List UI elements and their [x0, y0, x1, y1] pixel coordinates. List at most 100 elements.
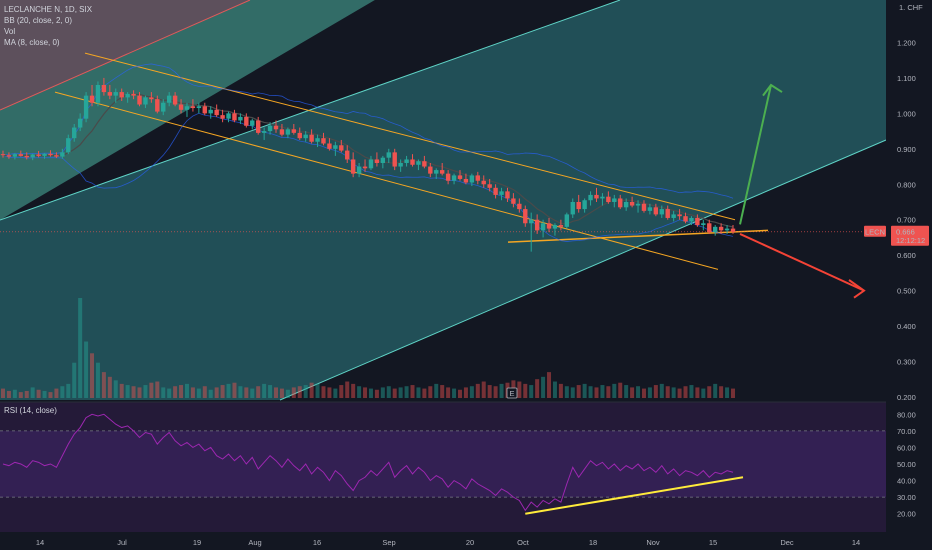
time-tick: 18: [589, 538, 597, 547]
volume-bar: [552, 381, 557, 398]
candle-body: [238, 116, 243, 121]
time-tick: Aug: [248, 538, 261, 547]
volume-bar: [107, 376, 112, 398]
candle-body: [6, 155, 12, 157]
time-tick: 15: [709, 538, 717, 547]
volume-bar: [457, 389, 462, 398]
candle-body: [232, 113, 237, 121]
price-tick: 0.500: [897, 287, 916, 296]
candle-body: [582, 200, 587, 210]
candle-body: [600, 196, 605, 199]
volume-bar: [588, 386, 593, 398]
candle-body: [95, 85, 101, 103]
volume-bar: [363, 387, 368, 398]
channel-top-line: [0, 0, 251, 111]
time-tick: Dec: [780, 538, 794, 547]
candle-body: [707, 223, 712, 233]
candle-body: [499, 191, 504, 195]
candle-body: [683, 216, 688, 222]
legend-symbol: LECLANCHE N, 1D, SIX: [4, 5, 93, 14]
earnings-marker-box: [506, 387, 518, 399]
volume-bar: [125, 385, 130, 398]
legend-ma: MA (8, close, 0): [4, 38, 60, 47]
volume-bar: [499, 383, 504, 398]
candle-body: [30, 154, 35, 158]
arrow-down-shaft: [739, 232, 865, 292]
volume-bar: [452, 388, 457, 398]
candle-body: [671, 214, 676, 218]
volume-bar: [463, 387, 468, 398]
volume-bar: [167, 388, 172, 398]
volume-bar: [220, 385, 225, 398]
volume-bar: [137, 387, 142, 398]
candle-body: [143, 97, 148, 105]
volume-bar: [582, 383, 587, 398]
candle-body: [155, 99, 160, 112]
candle-body: [149, 97, 154, 100]
channel-mid-line: [0, 0, 621, 221]
volume-bar: [309, 382, 314, 398]
volume-bar: [600, 385, 605, 398]
candle-body: [689, 217, 694, 222]
candle-body: [350, 159, 356, 174]
time-tick: Sep: [382, 538, 395, 547]
candle-body: [398, 163, 403, 167]
candle-body: [12, 154, 18, 157]
volume-bar: [618, 382, 623, 398]
candle-body: [546, 223, 552, 229]
time-tick: 19: [193, 538, 201, 547]
volume-bar: [333, 388, 338, 398]
candle-body: [534, 219, 540, 231]
volume-bar: [719, 386, 724, 398]
candle-body: [641, 203, 647, 211]
candle-body: [665, 209, 670, 218]
volume-bar: [291, 387, 296, 398]
volume-bar: [66, 383, 71, 398]
candle-body: [422, 161, 427, 167]
volume-bar: [517, 381, 522, 398]
price-tick: 0.600: [897, 251, 916, 260]
candle-body: [101, 85, 107, 93]
candle-body: [303, 134, 308, 139]
candle-body: [291, 129, 297, 133]
volume-bar: [487, 385, 492, 398]
volume-bar: [244, 387, 249, 398]
volume-bar: [78, 298, 83, 398]
volume-bar: [196, 388, 201, 398]
candle-body: [66, 138, 71, 153]
time-tick: 14: [852, 538, 860, 547]
volume-bar: [547, 372, 552, 398]
candle-body: [517, 203, 522, 210]
volume-bar: [713, 383, 718, 398]
volume-bar: [624, 385, 629, 398]
candle-body: [718, 226, 724, 231]
candle-body: [511, 198, 516, 204]
volume-bar: [416, 387, 421, 398]
falling-wedge-lower: [54, 91, 719, 270]
candle-body: [439, 170, 445, 174]
candle-body: [564, 214, 570, 227]
volume-bar: [6, 390, 11, 398]
volume-bar: [529, 385, 534, 398]
volume-bar: [256, 386, 261, 398]
volume-bar: [131, 386, 136, 398]
candle-body: [475, 175, 480, 181]
price-tick: 0.400: [897, 322, 916, 331]
candle-body: [635, 203, 641, 206]
bb-lower: [2, 112, 734, 242]
candle-body: [196, 106, 202, 109]
candle-body: [18, 154, 24, 156]
time-tick: 20: [466, 538, 474, 547]
volume-bar: [351, 383, 356, 398]
time-tick: Oct: [517, 538, 530, 547]
volume-bar: [42, 390, 47, 398]
arrow-up-shaft: [739, 84, 772, 225]
volume-bar: [285, 389, 290, 398]
volume-bar: [321, 386, 326, 398]
ma-line: [2, 93, 734, 228]
legend-bb: BB (20, close, 2, 0): [4, 16, 73, 25]
ticker-tag: [864, 225, 886, 237]
volume-bar: [18, 392, 23, 398]
